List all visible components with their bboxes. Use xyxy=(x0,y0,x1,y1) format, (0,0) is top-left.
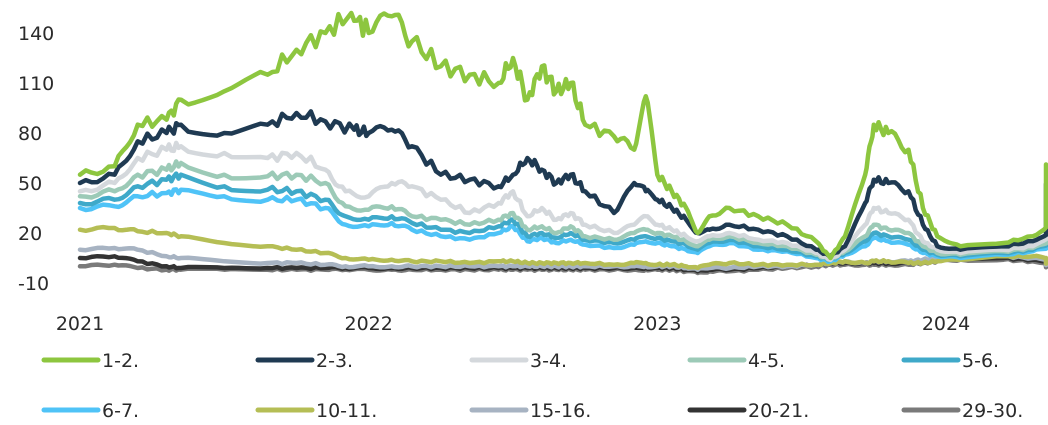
legend-label: 4-5. xyxy=(748,350,785,372)
legend-label: 29-30. xyxy=(962,400,1023,422)
series-line-10-11 xyxy=(77,224,1048,271)
x-tick-label: 2024 xyxy=(922,313,970,335)
legend-item: 10-11. xyxy=(255,400,377,422)
legend: 1-2. 2-3. 3-4. 4-5. 5-6. 6-7. 10-11. 15-16. 20-2… xyxy=(41,350,1023,422)
legend-item: 2-3. xyxy=(255,350,353,372)
series-line-6-7 xyxy=(77,187,1048,265)
legend-label: 2-3. xyxy=(316,350,353,372)
legend-item: 20-21. xyxy=(687,400,809,422)
legend-item: 29-30. xyxy=(901,400,1023,422)
y-tick-label: 140 xyxy=(18,23,54,45)
legend-label: 6-7. xyxy=(102,400,139,422)
y-tick-label: 110 xyxy=(18,73,54,95)
y-axis: 140 110 80 50 20 -10 xyxy=(18,23,54,295)
series-line-2-3 xyxy=(77,109,1048,259)
y-tick-label: 50 xyxy=(18,173,42,195)
y-tick-label: 20 xyxy=(18,223,42,245)
legend-label: 1-2. xyxy=(102,350,139,372)
series-line-3-4 xyxy=(77,140,1048,262)
legend-label: 20-21. xyxy=(748,400,809,422)
series-line-5-6 xyxy=(77,171,1048,263)
legend-label: 3-4. xyxy=(530,350,567,372)
legend-item: 3-4. xyxy=(469,350,567,372)
legend-item: 4-5. xyxy=(687,350,785,372)
series-line-15-16 xyxy=(77,245,1048,272)
legend-label: 15-16. xyxy=(530,400,591,422)
plot-area xyxy=(77,10,1048,276)
x-tick-label: 2022 xyxy=(344,313,392,335)
legend-item: 6-7. xyxy=(41,400,139,422)
legend-label: 5-6. xyxy=(962,350,999,372)
y-tick-label: -10 xyxy=(18,273,49,295)
legend-item: 15-16. xyxy=(469,400,591,422)
x-tick-label: 2023 xyxy=(633,313,681,335)
x-tick-label: 2021 xyxy=(56,313,104,335)
legend-item: 1-2. xyxy=(41,350,139,372)
legend-item: 5-6. xyxy=(901,350,999,372)
x-axis: 2021 2022 2023 2024 xyxy=(56,313,970,335)
series-line-4-5 xyxy=(77,159,1048,262)
series-line-1-2 xyxy=(77,10,1048,261)
legend-label: 10-11. xyxy=(316,400,377,422)
y-tick-label: 80 xyxy=(18,123,42,145)
